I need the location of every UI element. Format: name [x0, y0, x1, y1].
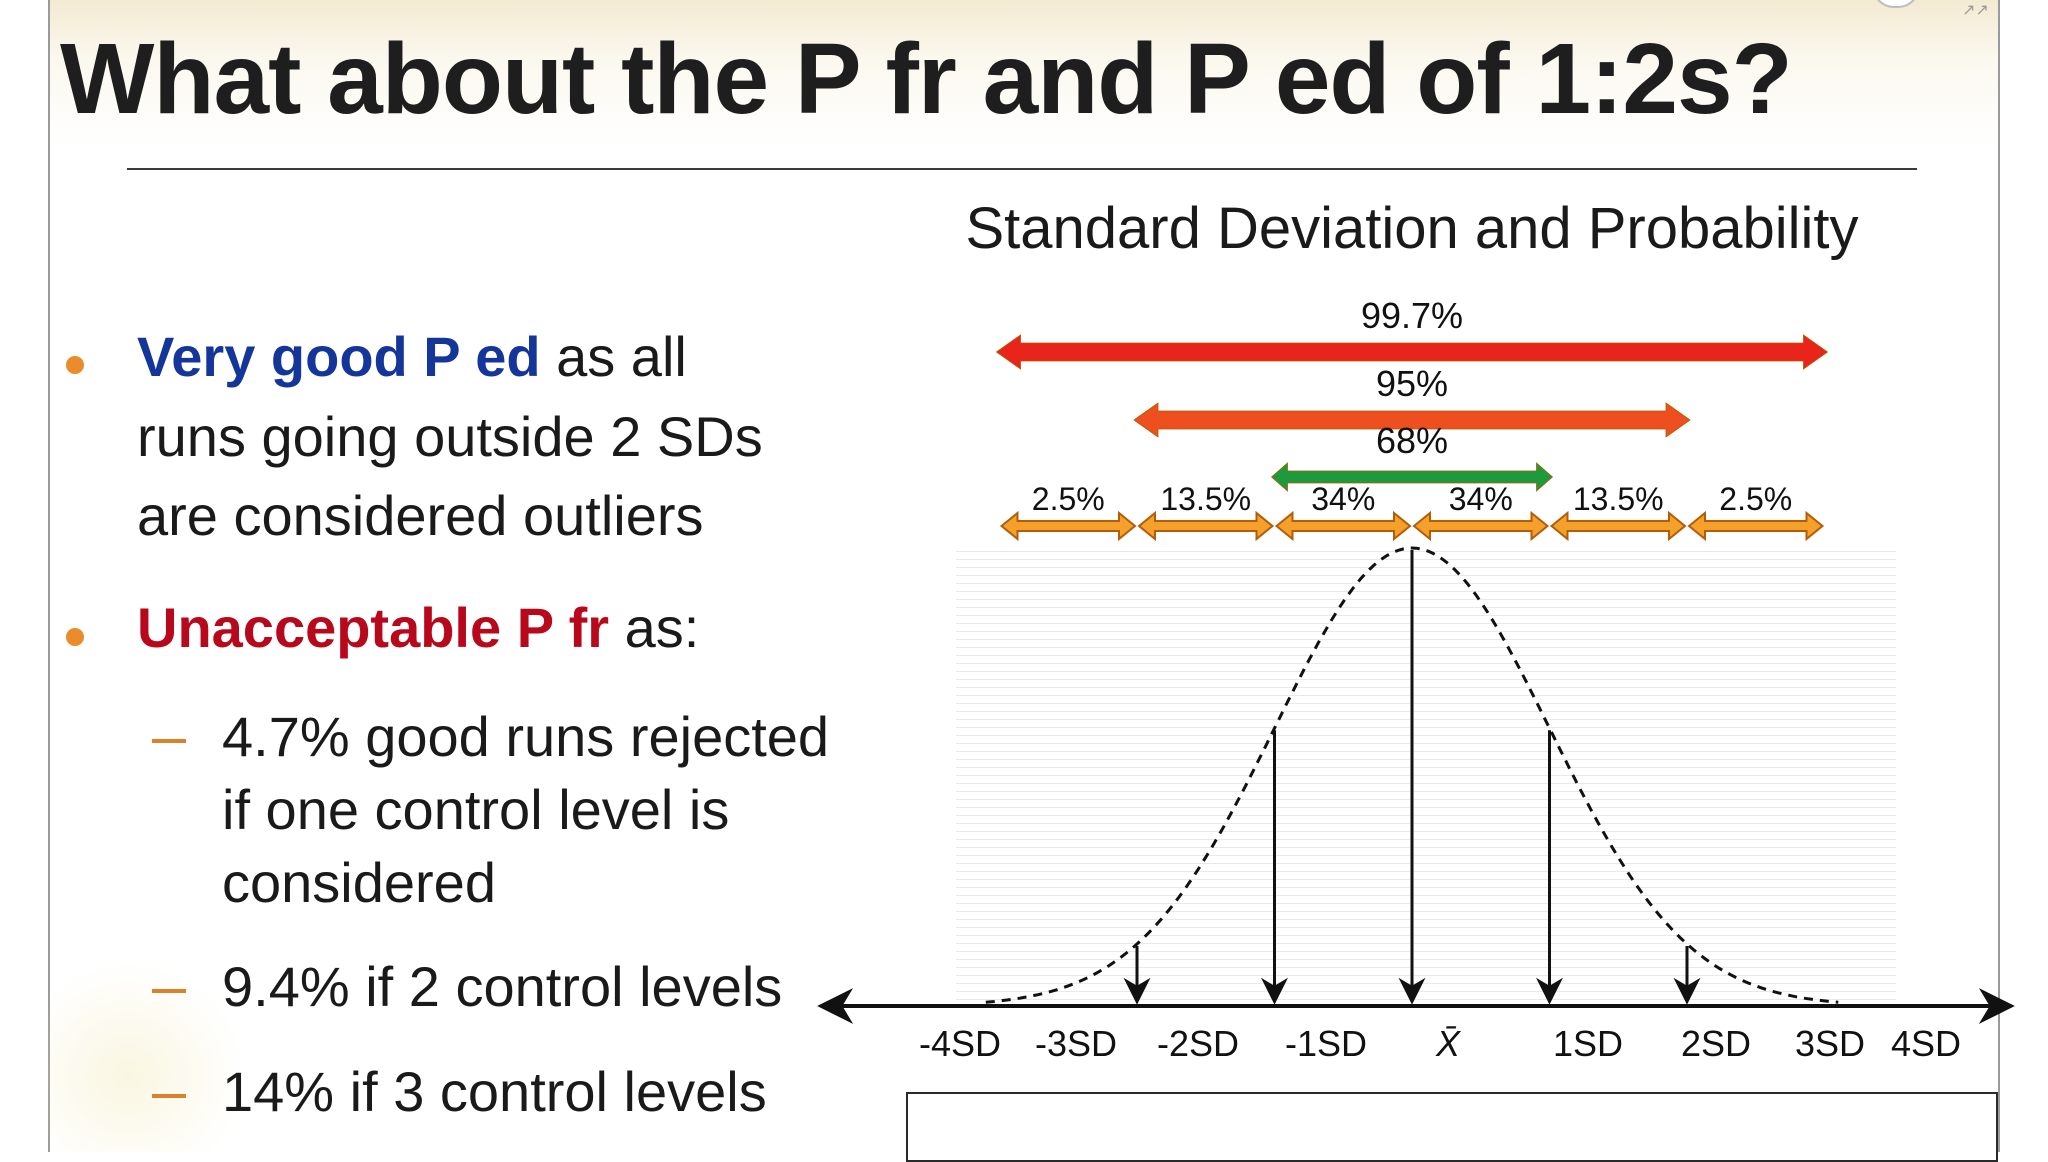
range-arrow — [1133, 402, 1691, 438]
range-arrow — [1270, 462, 1554, 492]
segment-label: 34% — [1311, 481, 1375, 517]
segment-label: 34% — [1449, 481, 1513, 517]
sub-bullet-dash — [152, 989, 186, 993]
segment-label: 13.5% — [1573, 481, 1664, 517]
x-tick-label: -3SD — [1035, 1023, 1117, 1064]
x-tick-label: -1SD — [1285, 1023, 1367, 1064]
segment-arrow — [1137, 510, 1275, 542]
bullet-line: Very good P ed as all — [137, 318, 687, 396]
chart-title: Standard Deviation and Probability — [965, 196, 1858, 261]
x-tick-label: X̄ — [1435, 1023, 1462, 1064]
sub-bullet-line: considered — [222, 851, 496, 914]
background-shade — [48, 960, 248, 1152]
sub-bullet-line: 4.7% good runs rejected — [222, 705, 830, 768]
segment-arrow — [1412, 510, 1550, 542]
sub-bullet-dash — [152, 1094, 186, 1098]
segment-arrow — [999, 510, 1137, 542]
highlight-text: Unacceptable P fr — [137, 596, 610, 659]
bullet-text: as: — [609, 596, 700, 659]
range-label: 68% — [1376, 420, 1448, 461]
x-tick-label: 1SD — [1553, 1023, 1623, 1064]
segment-arrow — [1274, 510, 1412, 542]
bullet-line: Unacceptable P fr as: — [137, 589, 699, 667]
x-tick-label: -2SD — [1157, 1023, 1239, 1064]
bullet-dot — [66, 356, 84, 374]
bullet-dot — [66, 628, 84, 646]
sub-bullet-line: 9.4% if 2 control levels — [222, 955, 783, 1018]
segment-label: 2.5% — [1032, 481, 1105, 517]
highlight-text: Very good P ed — [137, 325, 541, 388]
segment-label: 13.5% — [1160, 481, 1251, 517]
sub-bullet-line: 14% if 3 control levels — [222, 1060, 767, 1123]
segment-arrow — [1549, 510, 1687, 542]
range-label: 95% — [1376, 363, 1448, 404]
segment-label: 2.5% — [1719, 481, 1792, 517]
x-tick-label: 3SD — [1795, 1023, 1865, 1064]
chart-grid — [956, 548, 1896, 1004]
bullet-text: as all — [540, 325, 687, 388]
sub-bullet-dash — [152, 739, 186, 743]
x-tick-label: 4SD — [1891, 1023, 1961, 1064]
bullet-line: runs going outside 2 SDs — [137, 405, 763, 468]
title-divider — [127, 168, 1917, 170]
arrow-icon: ↗↗ — [1962, 2, 1989, 19]
segment-arrow — [1687, 510, 1825, 542]
range-arrow — [995, 334, 1829, 370]
slide-title: What about the P fr and P ed of 1:2s? — [60, 23, 1793, 135]
empty-caption-box — [906, 1092, 1998, 1162]
normal-curve — [985, 546, 1839, 1004]
x-tick-label: -4SD — [919, 1023, 1001, 1064]
x-tick-label: 2SD — [1681, 1023, 1751, 1064]
range-label: 99.7% — [1361, 295, 1463, 336]
bullet-line: are considered outliers — [137, 484, 704, 547]
sub-bullet-line: if one control level is — [222, 778, 730, 841]
